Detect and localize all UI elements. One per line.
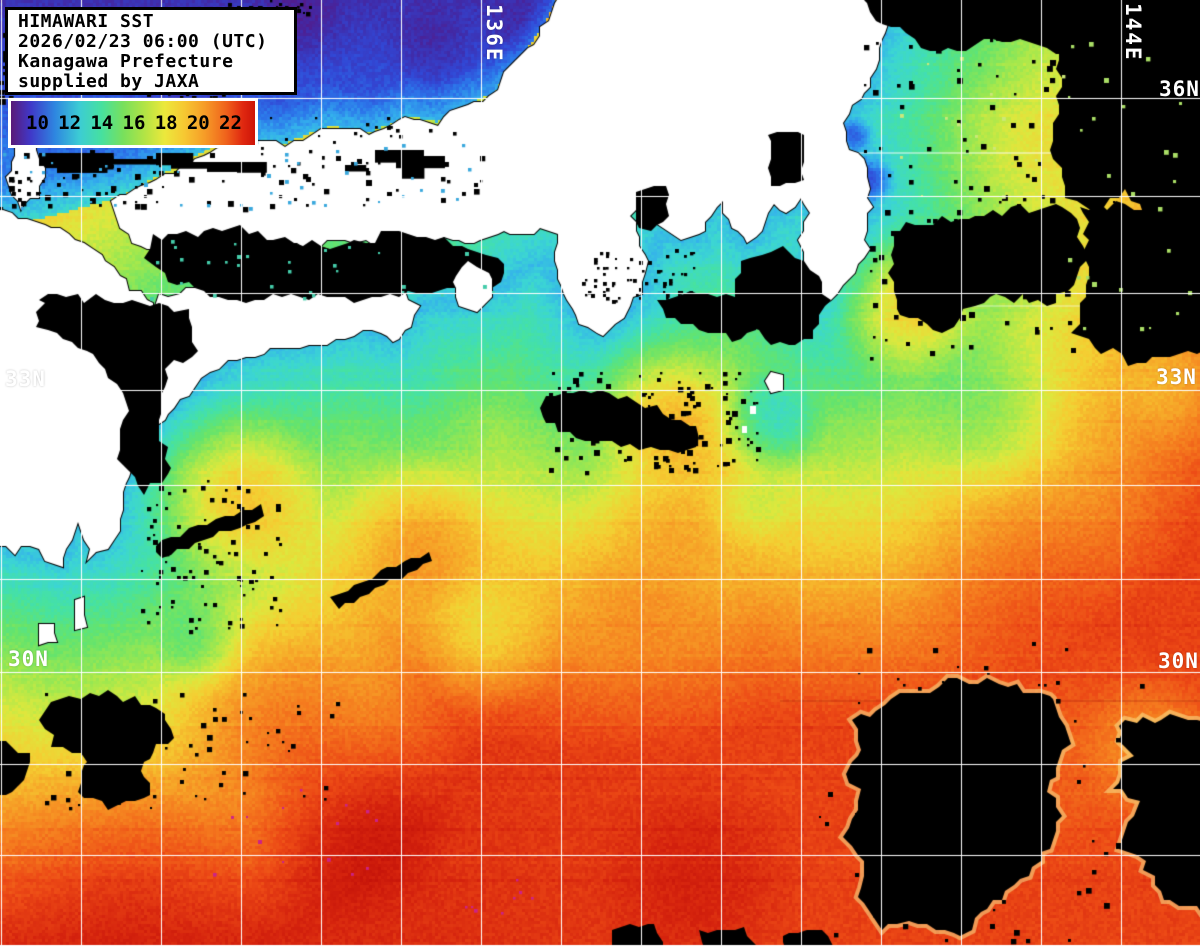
title-region: Kanagawa Prefecture: [18, 51, 234, 72]
parallel-label-36n-right: 36N: [1159, 77, 1200, 101]
colorbar-tick: 20: [186, 112, 210, 134]
colorbar-tick: 16: [122, 112, 146, 134]
temperature-colorbar: 10 12 14 16 18 20 22: [8, 98, 258, 148]
parallel-label-30n-left: 30N: [8, 647, 49, 671]
meridian-label-136e: 136E: [482, 4, 506, 63]
parallel-label-33n-left: 33N: [5, 367, 46, 391]
title-product: HIMAWARI SST: [18, 11, 155, 32]
parallel-label-33n-right: 33N: [1156, 365, 1197, 389]
title-box: HIMAWARI SST 2026/02/23 06:00 (UTC) Kana…: [5, 7, 297, 95]
parallel-label-30n-right: 30N: [1158, 649, 1199, 673]
title-datetime: 2026/02/23 06:00 (UTC): [18, 31, 268, 52]
colorbar-tick: 12: [58, 112, 82, 134]
colorbar-tick: 10: [26, 112, 49, 134]
title-source: supplied by JAXA: [18, 71, 200, 92]
colorbar-tick: 22: [219, 112, 242, 134]
colorbar-tick: 18: [154, 112, 178, 134]
colorbar-tick: 14: [90, 112, 114, 134]
meridian-label-144e: 144E: [1121, 3, 1145, 62]
